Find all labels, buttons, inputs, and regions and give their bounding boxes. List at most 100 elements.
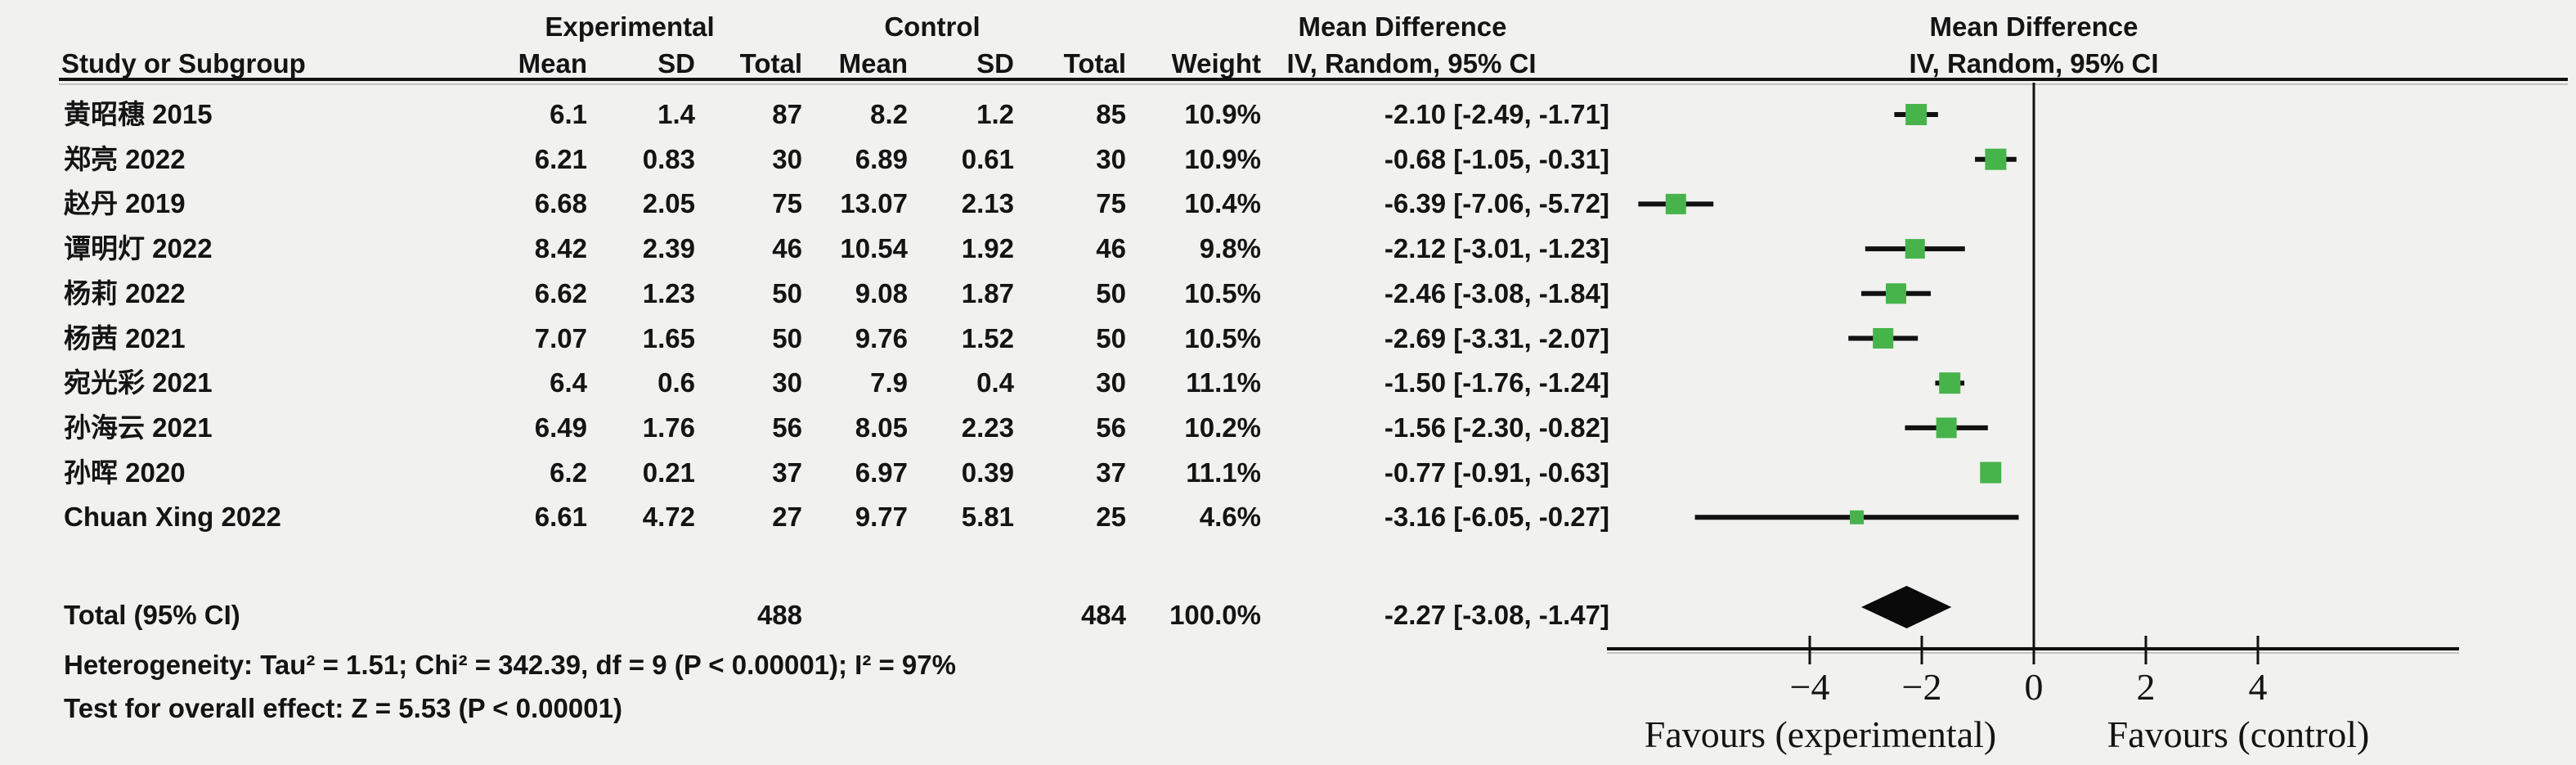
study-sd-ctl: 0.4 <box>976 367 1014 398</box>
study-name: 杨莉 2022 <box>64 277 186 308</box>
header-rule-shadow <box>59 83 2568 85</box>
study-total-exp: 30 <box>772 367 802 398</box>
study-ci-text: -2.10 [-2.49, -1.71] <box>1384 99 1609 129</box>
col-header-total-exp: Total <box>739 48 802 79</box>
study-ci-text: -1.56 [-2.30, -0.82] <box>1384 412 1609 443</box>
effect-square <box>1850 510 1865 524</box>
study-mean-exp: 8.42 <box>534 233 587 264</box>
study-total-ctl: 85 <box>1096 99 1126 129</box>
study-mean-ctl: 9.77 <box>855 502 908 533</box>
study-mean-exp: 6.4 <box>550 367 587 398</box>
study-weight: 10.9% <box>1184 143 1261 174</box>
study-total-exp: 37 <box>772 457 802 488</box>
study-total-exp: 50 <box>772 322 802 353</box>
study-ci-text: -2.69 [-3.31, -2.07] <box>1384 322 1609 353</box>
study-sd-ctl: 5.81 <box>961 502 1014 533</box>
study-mean-ctl: 6.97 <box>855 457 908 488</box>
study-sd-exp: 1.76 <box>642 412 695 443</box>
study-total-exp: 30 <box>772 143 802 174</box>
study-mean-exp: 6.62 <box>534 277 587 308</box>
study-ci-text: -0.68 [-1.05, -0.31] <box>1384 143 1609 174</box>
col-header-ci-table: IV, Random, 95% CI <box>1286 48 1537 79</box>
study-total-ctl: 30 <box>1096 367 1126 398</box>
study-total-ctl: 25 <box>1096 502 1126 533</box>
study-mean-ctl: 13.07 <box>840 188 908 219</box>
col-header-mean-ctl: Mean <box>838 48 908 79</box>
study-sd-ctl: 0.39 <box>961 457 1014 488</box>
effect-square <box>1905 239 1925 259</box>
study-weight: 10.4% <box>1184 188 1261 219</box>
total-exp-n: 488 <box>756 600 802 630</box>
study-mean-exp: 6.49 <box>534 412 587 443</box>
total-ci-text: -2.27 [-3.08, -1.47] <box>1384 600 1609 630</box>
study-mean-exp: 6.61 <box>534 502 587 533</box>
study-mean-ctl: 9.08 <box>855 277 908 308</box>
col-header-mean-exp: Mean <box>518 48 587 79</box>
study-ci-text: -1.50 [-1.76, -1.24] <box>1384 367 1609 398</box>
group-header-control: Control <box>884 11 981 42</box>
study-weight: 4.6% <box>1199 502 1261 533</box>
effect-square <box>1980 461 2002 484</box>
effect-square <box>1936 417 1957 439</box>
study-total-ctl: 46 <box>1096 233 1126 264</box>
study-weight: 11.1% <box>1186 367 1261 398</box>
study-total-exp: 50 <box>772 277 802 308</box>
effect-square <box>1939 372 1961 394</box>
study-sd-exp: 2.39 <box>642 233 695 264</box>
study-weight: 10.2% <box>1184 412 1261 443</box>
total-weight: 100.0% <box>1169 600 1261 630</box>
study-total-ctl: 30 <box>1096 143 1126 174</box>
col-header-sd-ctl: SD <box>976 48 1014 79</box>
study-total-exp: 75 <box>772 188 802 219</box>
study-mean-exp: 6.21 <box>534 143 587 174</box>
col-header-study: Study or Subgroup <box>61 48 306 79</box>
study-sd-exp: 1.23 <box>642 277 695 308</box>
study-ci-text: -3.16 [-6.05, -0.27] <box>1384 502 1609 533</box>
total-label: Total (95% CI) <box>64 600 240 630</box>
study-name: 郑亮 2022 <box>64 143 186 174</box>
study-name: 孙海云 2021 <box>64 412 213 443</box>
col-header-weight: Weight <box>1171 48 1261 79</box>
study-total-ctl: 50 <box>1096 322 1126 353</box>
study-sd-exp: 2.05 <box>642 188 695 219</box>
study-weight: 10.9% <box>1184 99 1261 129</box>
x-tick-label: −2 <box>1901 666 1942 708</box>
study-ci-text: -2.12 [-3.01, -1.23] <box>1384 233 1609 264</box>
study-mean-exp: 6.68 <box>534 188 587 219</box>
group-header-experimental: Experimental <box>545 11 715 42</box>
study-weight: 10.5% <box>1184 322 1261 353</box>
study-name: 孙晖 2020 <box>64 457 186 488</box>
study-ci-text: -6.39 [-7.06, -5.72] <box>1384 188 1609 219</box>
effect-square <box>1665 193 1686 214</box>
study-ci-text: -2.46 [-3.08, -1.84] <box>1384 277 1609 308</box>
study-mean-exp: 6.1 <box>550 99 587 129</box>
effect-square <box>1905 104 1928 125</box>
study-sd-ctl: 1.2 <box>976 99 1014 129</box>
study-weight: 11.1% <box>1186 457 1261 488</box>
study-name: 赵丹 2019 <box>64 188 186 219</box>
study-sd-exp: 0.83 <box>642 143 695 174</box>
x-tick-label: −4 <box>1789 666 1830 708</box>
effect-square <box>1873 328 1894 349</box>
study-total-ctl: 56 <box>1096 412 1126 443</box>
study-sd-ctl: 1.52 <box>961 322 1014 353</box>
heterogeneity-note: Heterogeneity: Tau² = 1.51; Chi² = 342.3… <box>64 650 956 680</box>
favours-experimental-label: Favours (experimental) <box>1644 713 1997 755</box>
effect-square <box>1985 148 2007 170</box>
study-mean-ctl: 8.05 <box>855 412 908 443</box>
study-weight: 9.8% <box>1199 233 1261 264</box>
study-weight: 10.5% <box>1184 277 1261 308</box>
study-name: 宛光彩 2021 <box>64 367 213 398</box>
study-total-exp: 56 <box>772 412 802 443</box>
col-header-total-ctl: Total <box>1063 48 1126 79</box>
study-mean-ctl: 10.54 <box>840 233 908 264</box>
study-sd-ctl: 1.92 <box>961 233 1014 264</box>
study-sd-ctl: 2.13 <box>961 188 1014 219</box>
study-sd-exp: 1.4 <box>657 99 695 129</box>
study-total-ctl: 75 <box>1096 188 1126 219</box>
study-sd-exp: 1.65 <box>642 322 695 353</box>
total-ctl-n: 484 <box>1080 600 1126 630</box>
overall-diamond <box>1861 586 1952 628</box>
header-rule <box>59 78 2568 81</box>
